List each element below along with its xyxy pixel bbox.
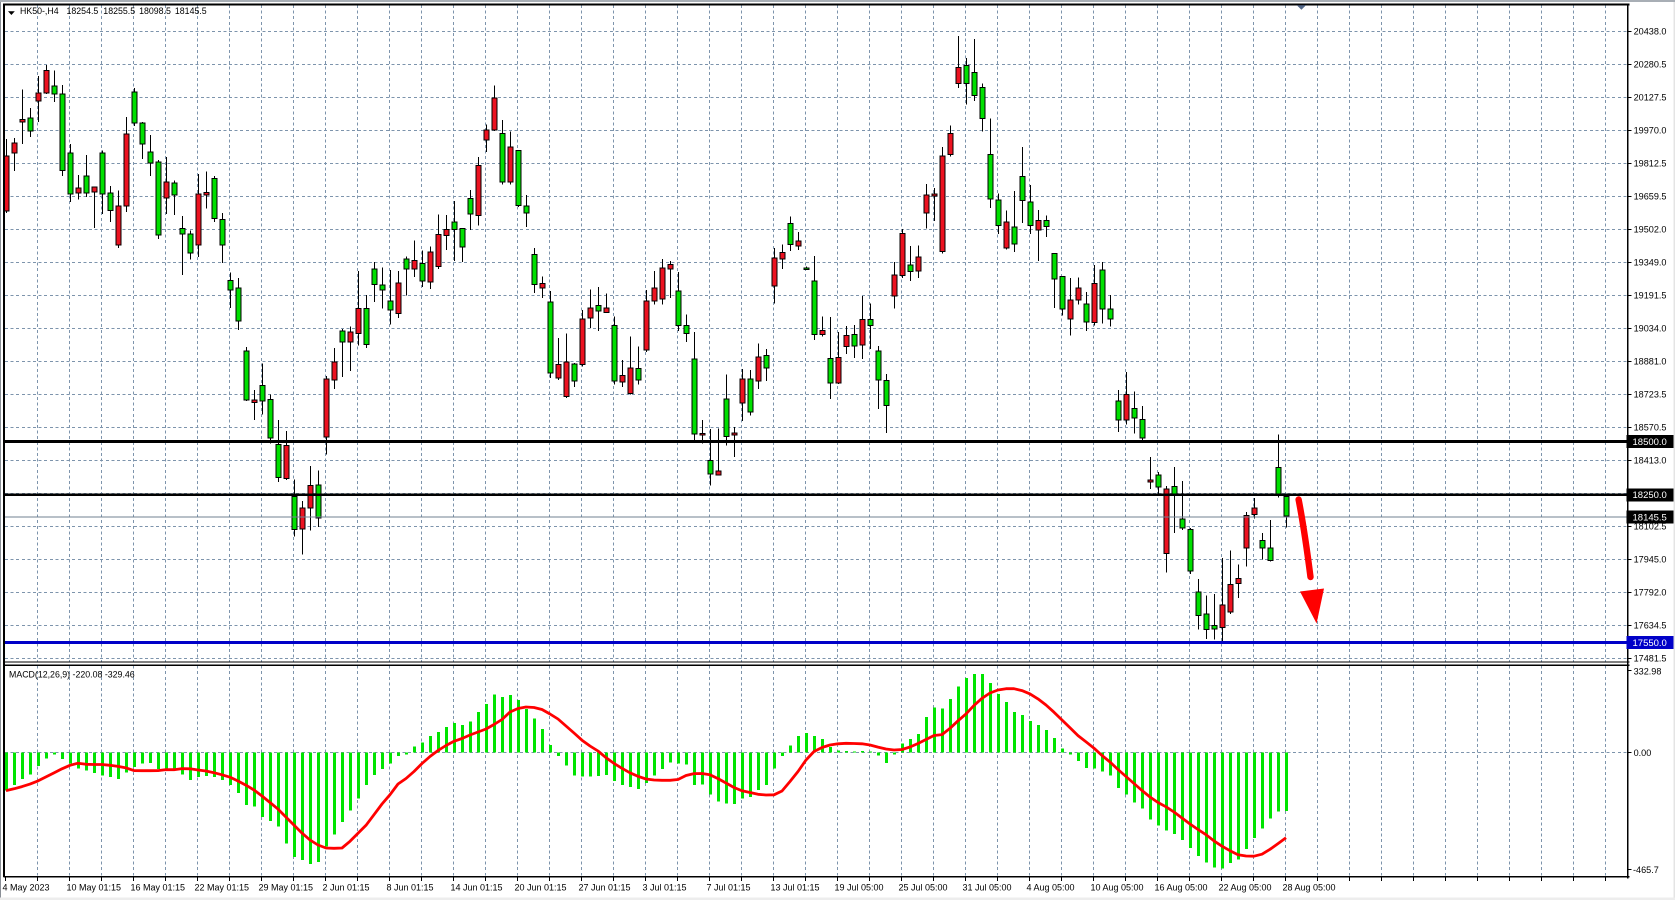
svg-text:MACD(12,26,9) -220.08 -329.46: MACD(12,26,9) -220.08 -329.46 xyxy=(9,670,135,680)
svg-text:16 Aug 05:00: 16 Aug 05:00 xyxy=(1155,882,1208,892)
svg-text:18098.5: 18098.5 xyxy=(139,6,171,16)
svg-text:16 May 01:15: 16 May 01:15 xyxy=(131,882,186,892)
svg-text:18413.0: 18413.0 xyxy=(1634,456,1667,466)
svg-text:28 Aug 05:00: 28 Aug 05:00 xyxy=(1283,882,1336,892)
svg-text:19970.0: 19970.0 xyxy=(1634,126,1667,136)
svg-text:18881.0: 18881.0 xyxy=(1634,357,1667,367)
svg-text:18500.0: 18500.0 xyxy=(1633,437,1667,448)
svg-text:19191.5: 19191.5 xyxy=(1634,291,1667,301)
svg-text:17550.0: 17550.0 xyxy=(1633,638,1667,649)
svg-text:13 Jul 01:15: 13 Jul 01:15 xyxy=(771,882,820,892)
svg-text:19659.5: 19659.5 xyxy=(1634,192,1667,202)
svg-text:20280.5: 20280.5 xyxy=(1634,60,1667,70)
svg-text:10 May 01:15: 10 May 01:15 xyxy=(67,882,122,892)
svg-text:22 May 01:15: 22 May 01:15 xyxy=(195,882,250,892)
svg-text:19034.0: 19034.0 xyxy=(1634,324,1667,334)
svg-text:332.98: 332.98 xyxy=(1634,666,1662,676)
svg-text:19502.0: 19502.0 xyxy=(1634,225,1667,235)
svg-text:18145.5: 18145.5 xyxy=(1633,512,1667,523)
svg-text:17634.5: 17634.5 xyxy=(1634,621,1667,631)
svg-text:20 Jun 01:15: 20 Jun 01:15 xyxy=(515,882,567,892)
svg-text:20127.5: 20127.5 xyxy=(1634,93,1667,103)
svg-text:14 Jun 01:15: 14 Jun 01:15 xyxy=(451,882,503,892)
svg-text:2 Jun 01:15: 2 Jun 01:15 xyxy=(323,882,370,892)
svg-text:18723.5: 18723.5 xyxy=(1634,390,1667,400)
svg-text:-465.7: -465.7 xyxy=(1633,865,1659,875)
svg-text:4 Aug 05:00: 4 Aug 05:00 xyxy=(1027,882,1075,892)
svg-text:22 Aug 05:00: 22 Aug 05:00 xyxy=(1219,882,1272,892)
svg-text:29 May 01:15: 29 May 01:15 xyxy=(259,882,314,892)
svg-text:17481.5: 17481.5 xyxy=(1634,654,1667,664)
svg-text:18570.5: 18570.5 xyxy=(1634,423,1667,433)
svg-text:7 Jul 01:15: 7 Jul 01:15 xyxy=(707,882,751,892)
svg-text:8 Jun 01:15: 8 Jun 01:15 xyxy=(387,882,434,892)
svg-text:25 Jul 05:00: 25 Jul 05:00 xyxy=(899,882,948,892)
svg-text:10 Aug 05:00: 10 Aug 05:00 xyxy=(1091,882,1144,892)
svg-text:27 Jun 01:15: 27 Jun 01:15 xyxy=(579,882,631,892)
svg-text:18255.5: 18255.5 xyxy=(103,6,135,16)
svg-text:3 Jul 01:15: 3 Jul 01:15 xyxy=(643,882,687,892)
svg-text:HK50-,H4: HK50-,H4 xyxy=(20,6,59,16)
svg-text:18102.5: 18102.5 xyxy=(1634,522,1667,532)
svg-text:18254.5: 18254.5 xyxy=(67,6,99,16)
svg-text:17792.0: 17792.0 xyxy=(1634,588,1667,598)
svg-text:18250.0: 18250.0 xyxy=(1633,490,1667,501)
svg-text:4 May 2023: 4 May 2023 xyxy=(3,882,50,892)
svg-text:0.00: 0.00 xyxy=(1634,748,1652,758)
svg-text:19349.0: 19349.0 xyxy=(1634,258,1667,268)
svg-text:19812.5: 19812.5 xyxy=(1634,159,1667,169)
svg-text:19 Jul 05:00: 19 Jul 05:00 xyxy=(835,882,884,892)
svg-text:31 Jul 05:00: 31 Jul 05:00 xyxy=(963,882,1012,892)
svg-text:18145.5: 18145.5 xyxy=(175,6,207,16)
svg-text:20438.0: 20438.0 xyxy=(1634,27,1667,37)
svg-text:17945.0: 17945.0 xyxy=(1634,555,1667,565)
